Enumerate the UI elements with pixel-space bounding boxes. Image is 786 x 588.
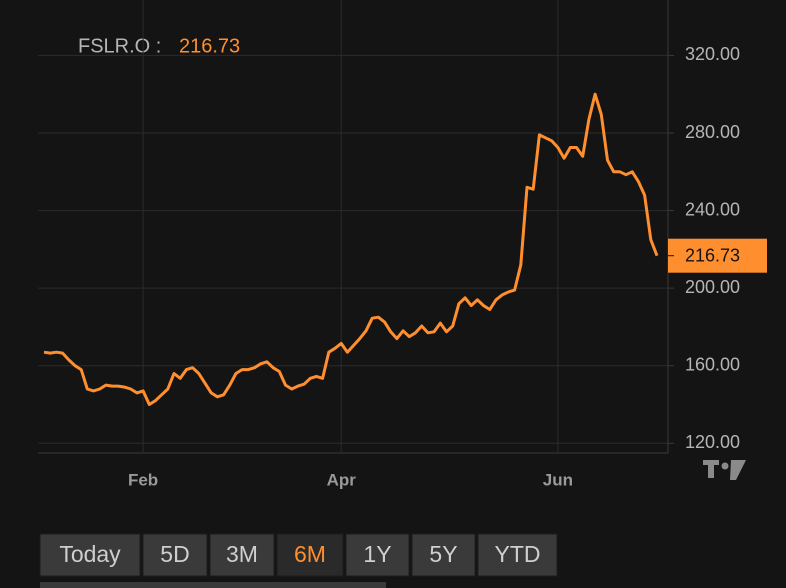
range-button-label: 5Y <box>429 541 457 567</box>
last-price-label: 216.73 <box>685 245 740 265</box>
range-button[interactable]: YTD <box>477 533 558 577</box>
y-tick-label: 200.00 <box>685 277 740 297</box>
range-button-bg <box>411 533 476 577</box>
x-tick-label: Apr <box>327 470 357 489</box>
range-button[interactable]: 5Y <box>411 533 476 577</box>
panel-edge <box>40 582 386 588</box>
range-button-label: 3M <box>226 541 258 567</box>
y-tick-label: 160.00 <box>685 354 740 374</box>
range-button-bg <box>39 533 141 577</box>
range-button[interactable]: Today <box>39 533 141 577</box>
range-button-label: Today <box>59 541 121 567</box>
price-line <box>43 92 659 406</box>
range-button-bg <box>276 533 344 577</box>
x-tick-label: Jun <box>543 470 573 489</box>
y-tick-label: 320.00 <box>685 44 740 64</box>
tv-logo <box>703 460 746 480</box>
x-tick-label: Feb <box>128 470 158 489</box>
last-price: 216.73 <box>179 35 240 57</box>
range-button[interactable]: 5D <box>142 533 208 577</box>
y-tick-label: 240.00 <box>685 199 740 219</box>
range-button-bg <box>345 533 410 577</box>
range-button[interactable]: 1Y <box>345 533 410 577</box>
range-button-label: 5D <box>160 541 189 567</box>
symbol-title: FSLR.O : <box>78 35 161 57</box>
range-button[interactable]: 3M <box>209 533 275 577</box>
range-button-bg <box>209 533 275 577</box>
range-button-label: 6M <box>294 541 326 567</box>
y-tick-label: 280.00 <box>685 122 740 142</box>
last-price-box <box>668 238 767 273</box>
range-button-label: YTD <box>495 541 541 567</box>
range-button-bg <box>477 533 558 577</box>
range-button[interactable]: 6M <box>276 533 344 577</box>
range-button-bg <box>142 533 208 577</box>
range-button-label: 1Y <box>363 541 391 567</box>
y-tick-label: 120.00 <box>685 432 740 452</box>
